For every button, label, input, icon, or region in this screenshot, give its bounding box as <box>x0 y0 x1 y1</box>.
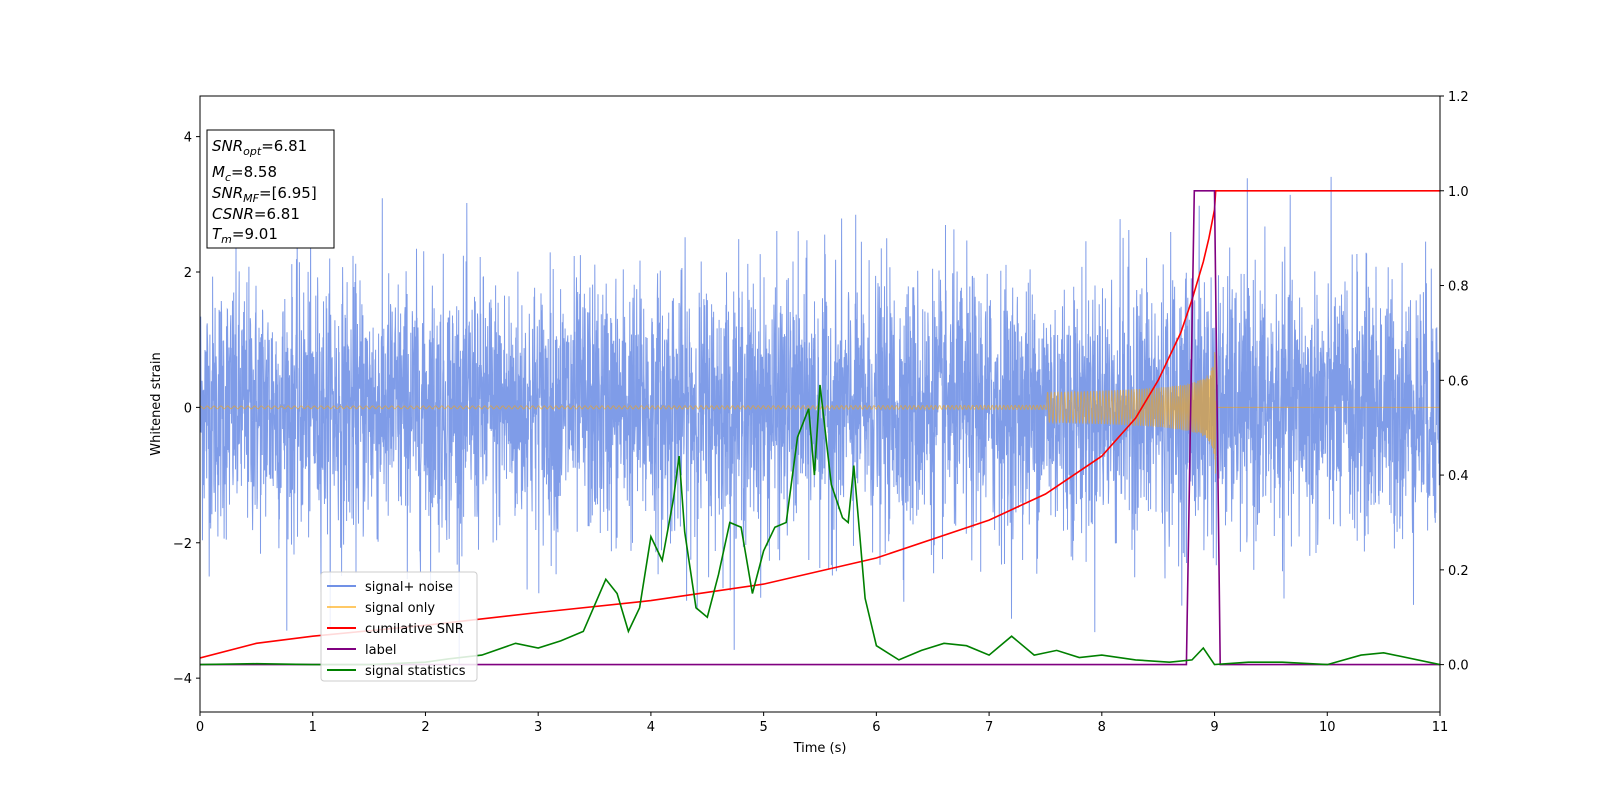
y-tick-label: −2 <box>173 537 192 552</box>
x-tick-label: 2 <box>421 720 429 735</box>
x-tick-label: 0 <box>196 720 204 735</box>
x-tick-label: 9 <box>1210 720 1218 735</box>
right-y-tick-label: 0.2 <box>1448 564 1469 579</box>
annotation-line: SNRopt=6.81 <box>212 137 307 158</box>
signal-only-series <box>200 352 1440 474</box>
y-axis-ticks: −4 −2 0 2 4 <box>173 131 200 687</box>
x-tick-label: 5 <box>759 720 767 735</box>
legend-label-signal-statistics: signal statistics <box>365 664 466 679</box>
right-y-tick-label: 1.2 <box>1448 90 1469 105</box>
annotation-line: SNRMF=[6.95] <box>212 184 317 205</box>
y-tick-label: −4 <box>173 672 192 687</box>
signal-only-line <box>200 352 1440 474</box>
legend-label-signal-noise: signal+ noise <box>365 580 453 595</box>
x-tick-label: 3 <box>534 720 542 735</box>
legend-label-label: label <box>365 643 396 658</box>
x-tick-label: 11 <box>1432 720 1449 735</box>
legend-label-signal-only: signal only <box>365 601 435 616</box>
signal-noise-series <box>200 176 1440 665</box>
y-tick-label: 0 <box>184 401 192 416</box>
label-line <box>200 190 1440 666</box>
annotation-line: Tm=9.01 <box>212 225 278 246</box>
right-y-tick-label: 1.0 <box>1448 185 1469 200</box>
x-axis-label: Time (s) <box>793 741 847 756</box>
x-tick-label: 1 <box>309 720 317 735</box>
legend: signal+ noise signal only cumilative SNR la… <box>320 571 478 682</box>
annotation-frame <box>206 129 335 249</box>
plot-frame <box>199 95 1441 713</box>
annotation-line: CSNR=6.81 <box>212 205 300 223</box>
x-tick-label: 4 <box>647 720 655 735</box>
x-axis-ticks: 0 1 2 3 4 5 6 7 8 9 10 11 <box>196 712 1448 735</box>
y-axis-label: Whitened strain <box>149 352 164 455</box>
x-tick-label: 7 <box>985 720 993 735</box>
right-y-tick-label: 0.6 <box>1448 374 1469 389</box>
legend-frame <box>320 571 478 682</box>
right-y-tick-label: 0.8 <box>1448 280 1469 295</box>
y-tick-label: 2 <box>184 266 192 281</box>
x-tick-label: 6 <box>872 720 880 735</box>
annotation-line: Mc=8.58 <box>212 163 277 184</box>
signal-statistics-line <box>200 384 1440 666</box>
right-y-tick-label: 0.0 <box>1448 659 1469 674</box>
right-y-tick-label: 0.4 <box>1448 469 1469 484</box>
right-y-axis-ticks: 0.0 0.2 0.4 0.6 0.8 1.0 1.2 <box>1440 90 1469 674</box>
signal-noise-line <box>200 176 1440 665</box>
x-tick-label: 10 <box>1319 720 1336 735</box>
legend-label-cumilative-snr: cumilative SNR <box>365 622 464 637</box>
x-tick-label: 8 <box>1098 720 1106 735</box>
y-tick-label: 4 <box>184 131 192 146</box>
